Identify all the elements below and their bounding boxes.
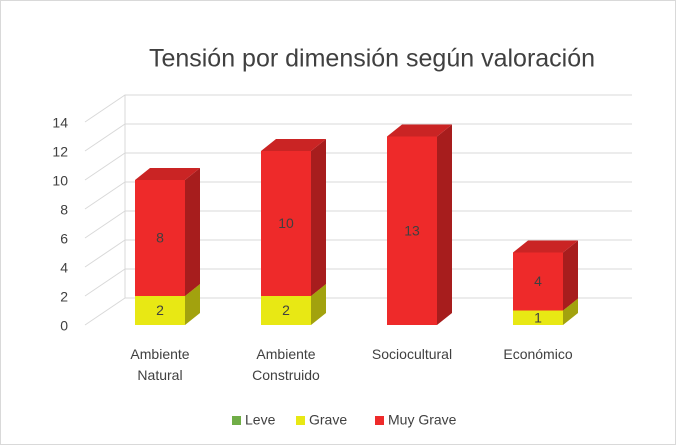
bar xyxy=(513,310,563,325)
bar-side xyxy=(563,240,578,311)
bar-side xyxy=(185,168,200,296)
bar xyxy=(513,252,563,311)
y-tick-label: 8 xyxy=(60,202,68,218)
data-label: 13 xyxy=(404,222,420,238)
legend-swatch xyxy=(375,416,384,425)
legend-label: Muy Grave xyxy=(388,412,457,428)
y-tick-label: 12 xyxy=(52,144,68,160)
bar xyxy=(135,296,185,325)
legend-label: Grave xyxy=(309,412,347,428)
data-label: 10 xyxy=(278,215,294,231)
legend-label: Leve xyxy=(245,412,276,428)
data-label: 1 xyxy=(534,309,542,325)
data-label: 2 xyxy=(282,302,290,318)
y-tick-label: 4 xyxy=(60,260,68,276)
data-label: 4 xyxy=(534,273,542,289)
data-label: 8 xyxy=(156,230,164,246)
legend-swatch xyxy=(296,416,305,425)
y-tick-label: 6 xyxy=(60,231,68,247)
bar-side xyxy=(311,284,326,325)
x-tick-label: Ambiente Construido xyxy=(252,346,320,383)
y-tick-label: 14 xyxy=(52,115,68,131)
bar-top xyxy=(387,124,452,137)
bar xyxy=(135,180,185,296)
y-tick-label: 10 xyxy=(52,173,68,189)
legend-swatch xyxy=(232,416,241,425)
y-tick-label: 2 xyxy=(60,289,68,305)
bar-side xyxy=(437,124,452,325)
bar-top xyxy=(135,168,200,180)
bar-side xyxy=(311,139,326,296)
bar-side xyxy=(563,298,578,325)
bar-side xyxy=(185,284,200,325)
x-tick-label: Sociocultural xyxy=(371,346,453,362)
y-tick-label: 0 xyxy=(60,318,68,334)
chart-title: Tensión por dimensión según valoración xyxy=(149,45,595,73)
bar xyxy=(261,151,311,296)
bar-top xyxy=(513,240,578,253)
x-tick-label: Ambiente Natural xyxy=(130,346,190,383)
bar xyxy=(387,136,437,325)
bar xyxy=(261,296,311,325)
data-label: 2 xyxy=(156,302,164,318)
bar-top xyxy=(261,139,326,151)
x-tick-label: Económico xyxy=(503,346,573,362)
